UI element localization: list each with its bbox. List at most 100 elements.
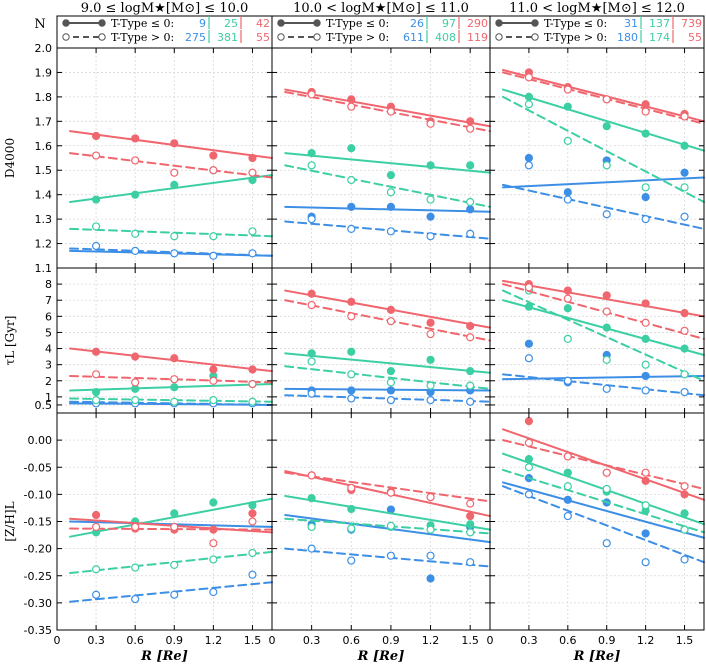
legend-count: 97: [442, 17, 456, 30]
fit-line-solid: [284, 495, 491, 531]
data-point-filled: [131, 134, 140, 143]
data-point-filled: [170, 180, 179, 189]
data-point-open: [307, 522, 316, 532]
legend-open-marker: [313, 33, 321, 41]
x-tick-label: 0.6: [126, 634, 144, 647]
y-tick-label: -0.20: [24, 543, 52, 556]
data-point-filled: [466, 520, 475, 529]
data-point-filled: [248, 365, 257, 374]
fit-line-dashed: [284, 547, 491, 568]
data-point-open: [426, 492, 435, 502]
data-point-open: [209, 555, 218, 564]
data-point-filled: [426, 161, 435, 170]
x-tick-label: 1.2: [422, 634, 440, 647]
data-point-open: [209, 376, 218, 385]
data-point-filled: [426, 212, 435, 221]
data-point-filled: [563, 102, 572, 111]
data-point-open: [680, 482, 689, 491]
data-point-open: [307, 300, 316, 310]
panel: [271, 412, 491, 631]
data-point-open: [602, 539, 611, 548]
panel: [56, 412, 273, 631]
data-point-filled: [680, 509, 689, 518]
legend-open-marker: [531, 33, 539, 41]
panel: [271, 47, 491, 269]
fit-line-dashed: [69, 397, 273, 403]
legend-filled-marker: [62, 19, 70, 27]
data-point-filled: [248, 153, 257, 163]
x-tick-label: 0: [487, 634, 494, 647]
data-point-open: [426, 396, 435, 405]
x-tick-label: 0.3: [87, 634, 105, 647]
fit-line-dashed: [501, 468, 705, 534]
data-point-open: [209, 251, 218, 260]
fit-line-dashed: [501, 95, 705, 203]
data-point-filled: [131, 352, 140, 361]
data-point-open: [602, 468, 611, 477]
panel: [489, 47, 705, 269]
data-point-open: [248, 548, 257, 558]
data-point-open: [641, 318, 650, 327]
legend-count: 180: [617, 31, 638, 44]
fit-line-solid: [501, 88, 705, 152]
y-tick-label: -0.30: [24, 597, 52, 610]
y-tick-label: 4: [45, 343, 52, 356]
data-point-filled: [248, 501, 257, 510]
data-point-open: [386, 188, 396, 197]
data-point-filled: [307, 349, 316, 358]
data-point-open: [131, 396, 140, 405]
legend-count: 290: [467, 17, 488, 30]
x-tick-label: 1.5: [461, 634, 479, 647]
data-point-open: [563, 195, 572, 204]
data-point-filled: [641, 129, 650, 138]
y-axis-label: τL [Gyr]: [3, 316, 17, 366]
fit-line-solid: [69, 174, 273, 203]
data-point-open: [91, 590, 101, 599]
data-point-open: [307, 471, 316, 480]
fit-line-solid: [69, 497, 273, 538]
data-point-open: [347, 394, 356, 403]
data-point-open: [170, 560, 179, 570]
data-point-filled: [680, 490, 689, 499]
data-point-open: [466, 528, 475, 537]
panel: [271, 267, 491, 414]
legend-label: T-Type ≤ 0:: [544, 17, 607, 30]
data-point-filled: [91, 347, 101, 356]
y-tick-label: -0.25: [24, 570, 52, 583]
y-axis-label: [Z/H]L: [3, 501, 17, 541]
data-point-filled: [248, 509, 257, 518]
y-tick-label: 1.3: [35, 213, 53, 226]
data-point-open: [563, 511, 572, 521]
legend-filled-marker: [313, 19, 321, 27]
data-point-filled: [524, 92, 534, 101]
data-point-open: [680, 387, 689, 397]
legend-open-marker: [98, 33, 106, 41]
data-point-open: [170, 168, 179, 177]
data-point-filled: [170, 383, 179, 392]
data-point-open: [131, 378, 140, 387]
data-point-open: [347, 483, 356, 492]
legend-count: 26: [410, 17, 424, 30]
y-tick-label: 5: [45, 326, 52, 339]
data-point-filled: [641, 193, 650, 202]
data-point-open: [680, 555, 689, 564]
data-point-filled: [91, 195, 101, 204]
data-point-filled: [524, 417, 534, 426]
y-tick-label: -0.15: [24, 516, 52, 529]
data-point-open: [466, 381, 475, 390]
data-point-open: [602, 384, 611, 393]
fit-line-dashed: [69, 527, 273, 531]
data-point-open: [426, 525, 435, 534]
panel: [56, 47, 273, 269]
data-point-filled: [602, 122, 611, 131]
fit-line-dashed: [284, 394, 491, 403]
data-point-open: [307, 544, 316, 553]
x-axis-label: R [Re]: [140, 649, 188, 664]
data-point-open: [170, 249, 179, 258]
legend-label: T-Type ≤ 0:: [111, 17, 174, 30]
data-point-filled: [386, 202, 396, 211]
data-point-open: [307, 357, 316, 366]
data-point-open: [248, 249, 257, 258]
panel-frame: [489, 47, 705, 269]
data-point-filled: [91, 387, 101, 397]
